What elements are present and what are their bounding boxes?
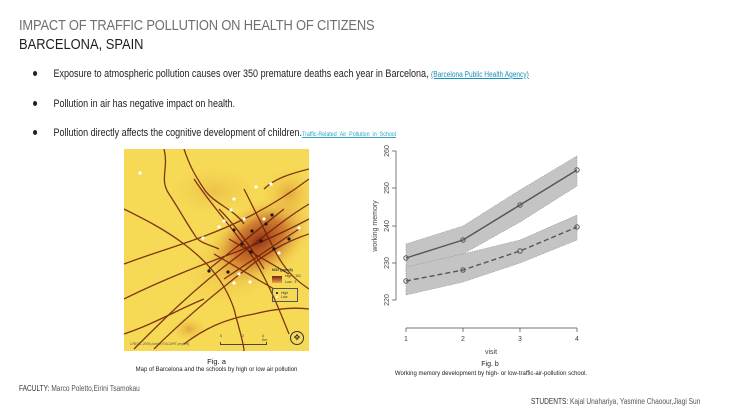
map-legend: NO2 (µg/m3) High : 101 Low : 3 High Low — [272, 268, 301, 302]
slide-subtitle: BARCELONA, SPAIN — [19, 36, 144, 53]
legend-title: NO2 (µg/m3) — [272, 268, 293, 272]
map-credit: CREAL 2009 (under ESCAPE project) — [130, 342, 190, 346]
source-link-health-agency[interactable]: (Barcelona Public Health Agency) — [431, 70, 529, 79]
compass-icon: ✥ — [290, 331, 304, 345]
y-axis — [392, 150, 397, 301]
legend-high-value: High : 101 — [285, 274, 301, 278]
working-memory-chart: 260 250 240 230 220 working memory 1 2 3… — [360, 140, 620, 360]
map-graphic — [124, 149, 309, 351]
svg-text:1: 1 — [404, 336, 408, 343]
chart-graphic: 260 250 240 230 220 working memory 1 2 3… — [372, 145, 580, 356]
x-axis — [405, 327, 578, 332]
faculty-names: Marco Poletto,Eirini Tsamokau — [49, 384, 140, 393]
slide-title: IMPACT OF TRAFFIC POLLUTION ON HEALTH OF… — [19, 17, 375, 34]
figure-a-label: Fig. a — [207, 357, 226, 366]
legend-low-value: Low : 3 — [285, 280, 297, 284]
figure-a-caption: Map of Barcelona and the schools by high… — [135, 367, 298, 373]
svg-text:260: 260 — [384, 145, 391, 157]
bullet-text: Exposure to atmospheric pollution causes… — [53, 68, 432, 80]
school-low-markers — [138, 171, 301, 285]
bullet-item-2: Pollution in air has negative impact on … — [33, 98, 235, 110]
legend-color-ramp — [272, 275, 282, 283]
bullet-text: Pollution directly affects the cognitive… — [53, 127, 303, 139]
bullet-item-1: Exposure to atmospheric pollution causes… — [33, 68, 529, 80]
legend-school-low: Low — [281, 295, 288, 299]
svg-text:4: 4 — [575, 336, 579, 343]
svg-text:230: 230 — [384, 257, 391, 269]
figure-b-caption: Working memory development by high- or l… — [394, 371, 588, 377]
school-high-markers — [207, 213, 291, 274]
svg-text:3: 3 — [518, 336, 522, 343]
bullet-icon — [33, 100, 38, 106]
legend-low-dot-icon — [276, 296, 278, 298]
legend-high-dot-icon — [276, 292, 278, 294]
svg-text:220: 220 — [384, 294, 391, 306]
svg-text:250: 250 — [384, 182, 391, 194]
bullet-icon — [33, 129, 38, 135]
x-tick-labels: 1 2 3 4 — [404, 336, 579, 343]
students-label: STUDENTS: — [531, 397, 569, 406]
svg-text:2: 2 — [461, 336, 465, 343]
figure-b-label: Fig. b — [481, 361, 499, 368]
faculty-credit: FACULTY: Marco Poletto,Eirini Tsamokau — [19, 384, 140, 393]
legend-school-high: High — [281, 291, 289, 295]
x-axis-label: visit — [485, 349, 497, 356]
series-line-low-pollution — [405, 169, 578, 259]
bullet-icon — [33, 70, 38, 76]
students-credit: STUDENTS: Kajal Unahariya, Yasmine Chaoo… — [531, 397, 700, 406]
ci-band-high-pollution — [405, 214, 578, 296]
series-line-high-pollution — [405, 226, 578, 282]
svg-text:240: 240 — [384, 220, 391, 232]
students-names: Kajal Unahariya, Yasmine Chaoour,Jiagi S… — [568, 397, 701, 406]
bullet-text: Pollution in air has negative impact on … — [53, 98, 236, 110]
pollution-map: NO2 (µg/m3) High : 101 Low : 3 High Low … — [124, 149, 309, 351]
y-tick-labels: 260 250 240 230 220 — [384, 145, 391, 306]
faculty-label: FACULTY: — [19, 384, 50, 393]
y-axis-label: working memory — [372, 200, 379, 253]
bullet-item-3: Pollution directly affects the cognitive… — [33, 127, 396, 139]
source-link-school-study[interactable]: Traffic-Related_Air_Pollution_in_School — [302, 131, 396, 138]
